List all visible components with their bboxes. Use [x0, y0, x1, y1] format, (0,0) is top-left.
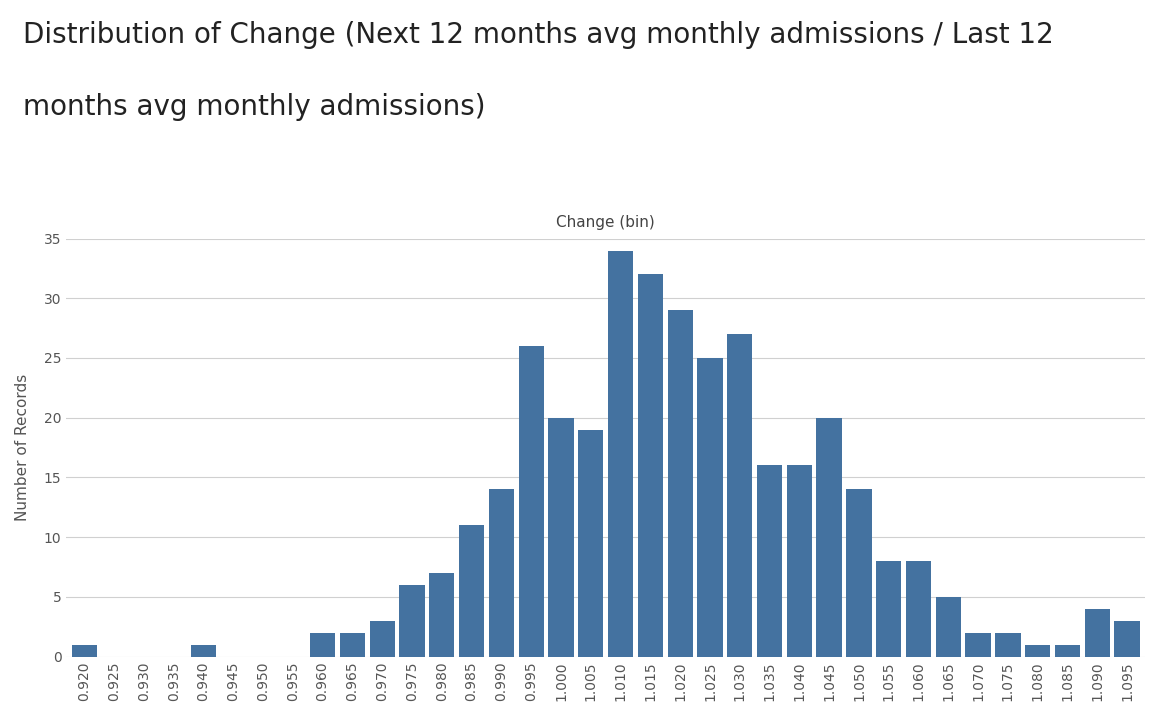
Bar — [936, 597, 960, 657]
Bar — [1054, 644, 1080, 657]
Bar — [488, 489, 514, 657]
Bar — [697, 358, 723, 657]
Bar — [459, 525, 484, 657]
Bar — [1025, 644, 1051, 657]
Bar — [608, 251, 633, 657]
Bar — [519, 346, 544, 657]
Y-axis label: Number of Records: Number of Records — [15, 374, 30, 521]
Bar — [847, 489, 871, 657]
Bar — [906, 561, 931, 657]
Bar — [1085, 609, 1110, 657]
Bar — [399, 585, 425, 657]
Text: months avg monthly admissions): months avg monthly admissions) — [23, 93, 486, 121]
Text: Distribution of Change (Next 12 months avg monthly admissions / Last 12: Distribution of Change (Next 12 months a… — [23, 21, 1054, 49]
Bar — [190, 644, 216, 657]
Bar — [578, 430, 603, 657]
Bar — [429, 573, 455, 657]
Bar — [549, 417, 574, 657]
Bar — [340, 633, 365, 657]
Bar — [786, 465, 812, 657]
Bar — [817, 417, 842, 657]
Bar — [995, 633, 1021, 657]
Title: Change (bin): Change (bin) — [557, 216, 655, 231]
Bar — [757, 465, 782, 657]
Bar — [876, 561, 901, 657]
Bar — [310, 633, 335, 657]
Bar — [727, 334, 753, 657]
Bar — [965, 633, 991, 657]
Bar — [638, 274, 664, 657]
Bar — [72, 644, 97, 657]
Bar — [667, 310, 693, 657]
Bar — [370, 621, 394, 657]
Bar — [1115, 621, 1140, 657]
